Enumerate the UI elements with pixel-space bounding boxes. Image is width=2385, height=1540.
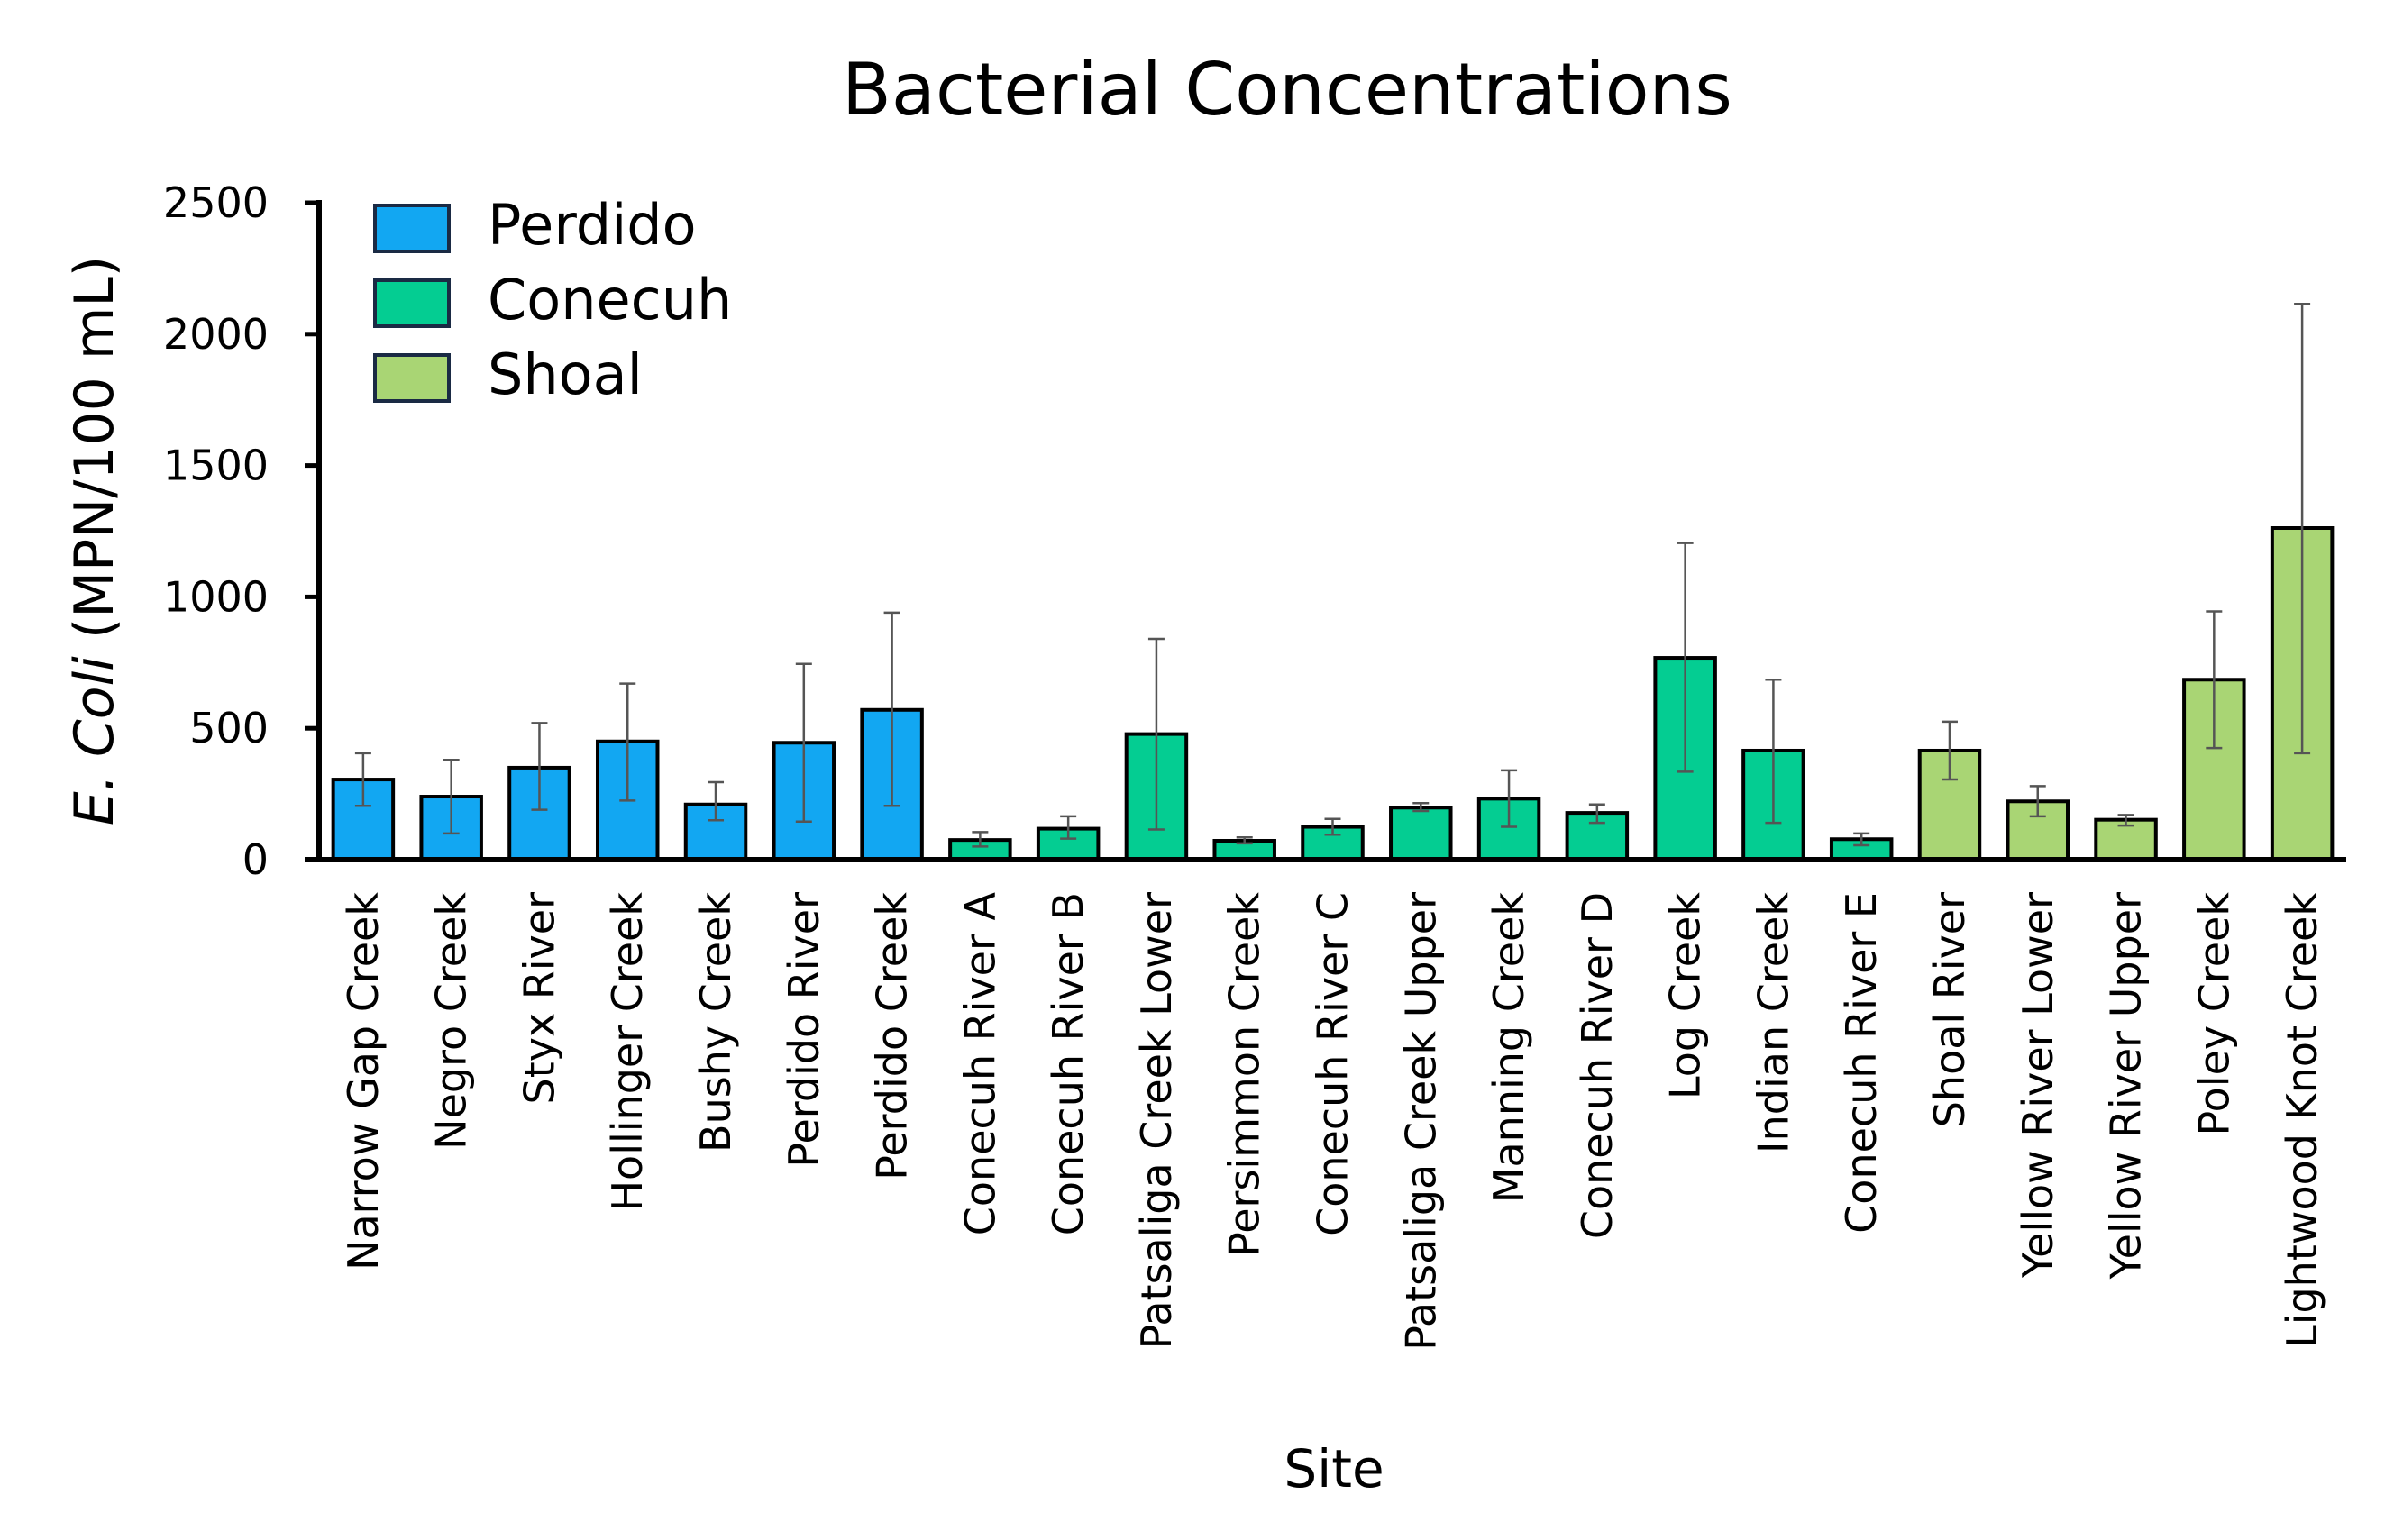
- x-tick-label: Yellow River Lower: [2014, 892, 2062, 1279]
- error-bars: [354, 303, 2311, 848]
- x-tick-label: Persimmon Creek: [1220, 892, 1269, 1257]
- x-tick-label: Narrow Gap Creek: [339, 892, 388, 1271]
- legend: Perdido Conecuh Shoal: [373, 192, 732, 407]
- y-axis-label: E. Coli (MPN/100 mL): [63, 256, 126, 825]
- x-tick-label: Lightwood Knot Creek: [2278, 892, 2326, 1348]
- x-tick-label: Patsaliga Creek Upper: [1396, 892, 1445, 1351]
- x-axis-tick-labels: Narrow Gap Creek Negro Creek Styx River Hol…: [339, 891, 2326, 1350]
- x-tick-label: Shoal River: [1925, 892, 1974, 1127]
- y-tick-label: 1000: [163, 572, 269, 621]
- y-tick-label: 500: [189, 704, 269, 752]
- y-axis-label-unit: (MPN/100 mL): [63, 256, 126, 656]
- x-tick-label: Negro Creek: [427, 892, 476, 1150]
- x-tick-label: Conecuh River D: [1573, 892, 1622, 1239]
- legend-swatch: [373, 204, 451, 253]
- legend-label: Shoal: [488, 342, 643, 407]
- x-tick-label: Yellow River Upper: [2102, 892, 2151, 1280]
- x-tick-label: Perdido Creek: [868, 892, 917, 1180]
- y-tick-label: 2000: [163, 310, 269, 359]
- x-tick-label: Conecuh River E: [1837, 892, 1886, 1234]
- x-tick-label: Hollinger Creek: [603, 892, 652, 1212]
- x-tick-label: Bushy Creek: [691, 892, 740, 1153]
- chart-title: Bacterial Concentrations: [842, 48, 1732, 132]
- x-tick-label: Conecuh River B: [1044, 892, 1092, 1235]
- x-tick-label: Poley Creek: [2189, 892, 2238, 1136]
- x-tick-label: Manning Creek: [1485, 892, 1533, 1204]
- y-tick-label: 2500: [163, 178, 269, 227]
- x-tick-label: Perdido River: [780, 892, 828, 1168]
- y-tick-label: 1500: [163, 442, 269, 490]
- legend-swatch: [373, 278, 451, 328]
- x-tick-label: Patsaliga Creek Lower: [1132, 892, 1181, 1349]
- legend-swatch: [373, 353, 451, 403]
- x-tick-label: Indian Creek: [1749, 892, 1797, 1153]
- x-tick-label: Log Creek: [1661, 892, 1710, 1099]
- legend-label: Conecuh: [488, 267, 732, 333]
- x-tick-label: Conecuh River A: [955, 891, 1004, 1235]
- y-axis-ticks: 0 500 1000 1500 2000 2500: [163, 178, 319, 884]
- bars: [331, 526, 2335, 862]
- x-tick-label: Styx River: [515, 892, 563, 1105]
- x-tick-label: Conecuh River C: [1309, 892, 1357, 1236]
- y-tick-label: 0: [242, 835, 269, 884]
- legend-label: Perdido: [488, 192, 697, 258]
- bar: [1389, 806, 1453, 861]
- x-axis-label: Site: [1284, 1438, 1384, 1499]
- y-axis-label-italic: E. Coli: [63, 656, 126, 825]
